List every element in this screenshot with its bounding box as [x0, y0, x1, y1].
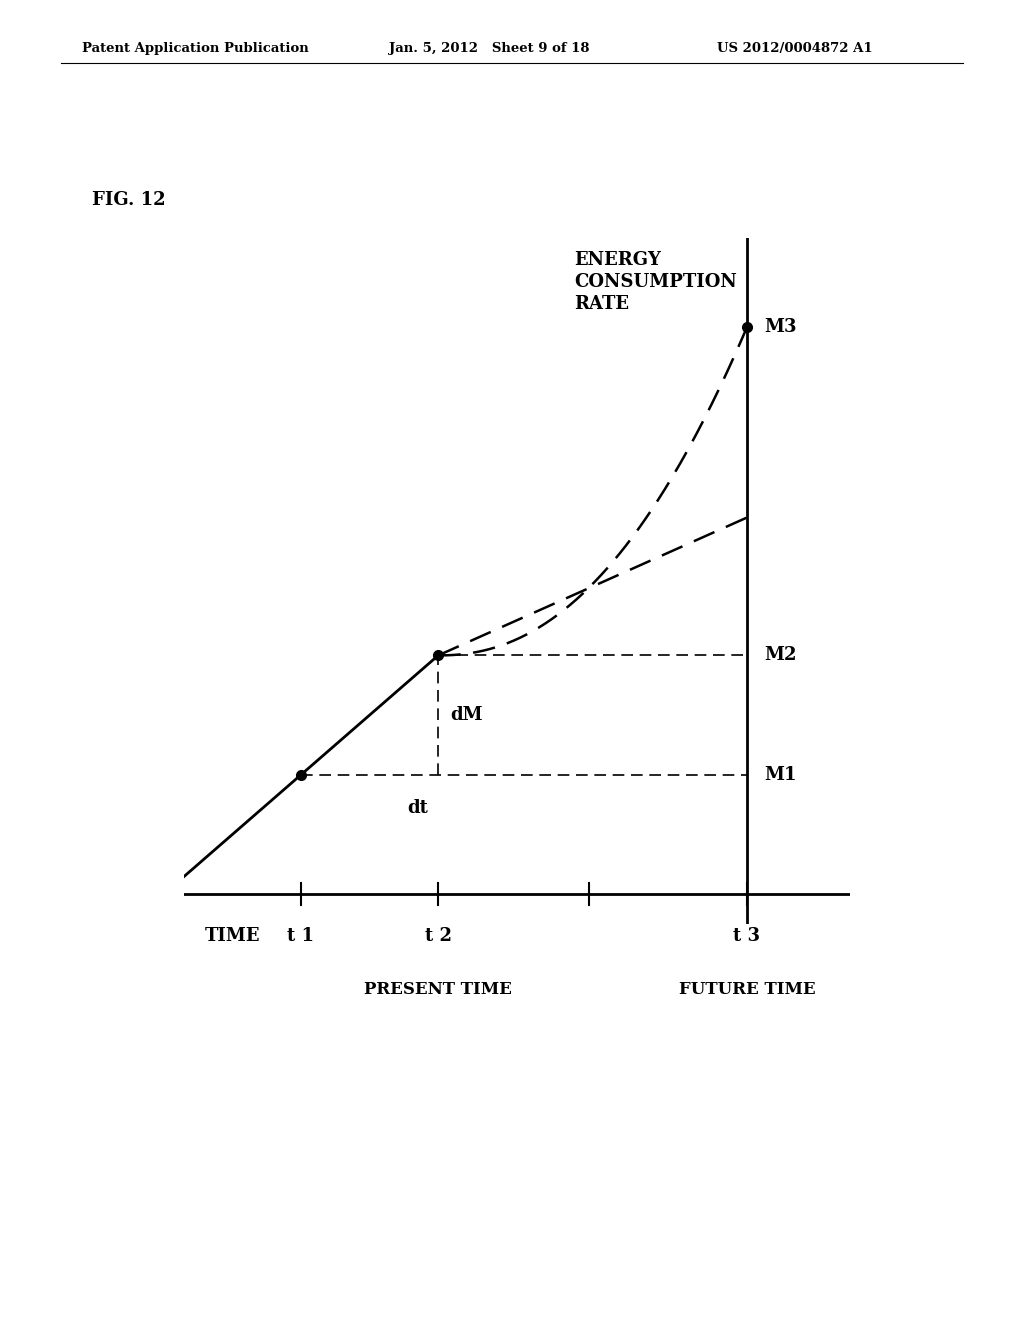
Text: Jan. 5, 2012   Sheet 9 of 18: Jan. 5, 2012 Sheet 9 of 18: [389, 42, 590, 55]
Text: M3: M3: [764, 318, 797, 337]
Text: PRESENT TIME: PRESENT TIME: [365, 981, 512, 998]
Text: ENERGY
CONSUMPTION
RATE: ENERGY CONSUMPTION RATE: [573, 251, 736, 313]
Text: M2: M2: [764, 647, 797, 664]
Text: M1: M1: [764, 766, 797, 784]
Text: TIME: TIME: [205, 927, 260, 945]
Text: t 3: t 3: [733, 927, 761, 945]
Text: FIG. 12: FIG. 12: [92, 191, 166, 210]
Text: Patent Application Publication: Patent Application Publication: [82, 42, 308, 55]
Text: t 2: t 2: [425, 927, 452, 945]
Text: dt: dt: [408, 799, 428, 817]
Text: t 1: t 1: [288, 927, 314, 945]
Text: dM: dM: [451, 706, 483, 725]
Text: US 2012/0004872 A1: US 2012/0004872 A1: [717, 42, 872, 55]
Text: FUTURE TIME: FUTURE TIME: [679, 981, 815, 998]
